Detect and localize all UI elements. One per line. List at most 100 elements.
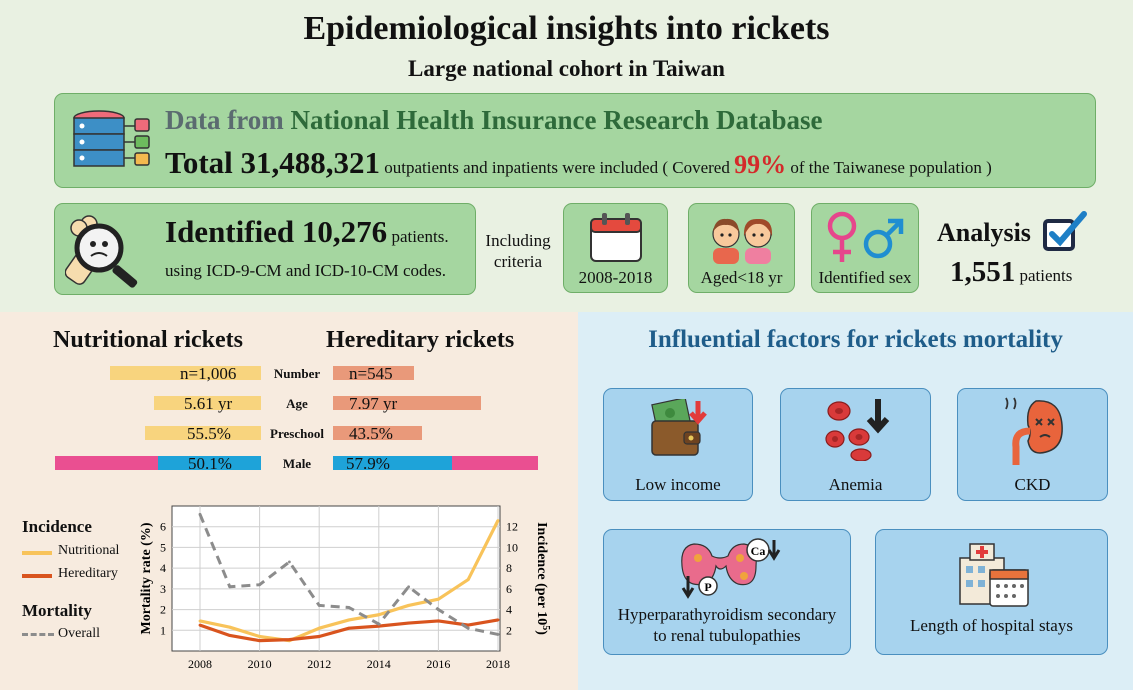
factor-hyperparathyroidism-label: Hyperparathyroidism secondary to renal t… [604,604,850,646]
criteria-age: Aged<18 yr [700,268,783,287]
legend-hereditary: Hereditary [58,566,118,581]
identified-count: Identified 10,276 [165,214,388,249]
legend-overall-swatch [22,633,54,636]
data-point-hereditary [496,618,500,622]
parathyroid-icon: Ca P [681,538,781,599]
hereditary-male-bar [333,456,538,470]
y-left-tick-label: 1 [160,623,166,637]
blood-cells-icon [825,399,890,461]
children-icon [712,218,773,264]
identified-box: Identified 10,276 patients. using ICD-9-… [54,203,476,295]
data-point-overall [198,512,202,516]
legend-nutritional-swatch [22,551,52,555]
criteria-years: 2008-2018 [578,268,653,287]
x-tick-label: 2012 [307,657,331,671]
row-label-age: Age [286,396,308,411]
data-point-overall [496,633,500,636]
factor-ckd-label: CKD [1014,475,1051,494]
data-point-overall [466,626,470,630]
phosphate-symbol: P [704,580,711,594]
legend-nutritional: Nutritional [58,543,120,558]
page-title: Epidemiological insights into rickets [303,10,830,47]
data-point-hereditary [407,621,410,625]
hereditary-male-fill [333,456,452,470]
data-point-hereditary [198,623,202,627]
factor-hyperparathyroidism: Ca P Hyperparathyroidism secondary to re… [603,529,851,655]
kidney-icon [1005,397,1063,465]
row-label-male: Male [282,456,312,471]
data-point-hereditary [347,626,351,630]
data-point-nutritional [437,597,440,601]
hereditary-preschool-bar [333,426,422,440]
nutritional-preschool: 55.5% [187,424,231,443]
y-right-axis-label: Incidence (per 105) [534,522,552,635]
identified-heading: Identified 10,276 patients. [165,214,449,250]
y-left-axis-label: Mortality rate (%) [139,522,154,634]
data-point-hereditary [258,639,261,643]
x-tick-label: 2018 [486,657,510,671]
y-left-tick-label: 6 [160,520,166,534]
factor-anemia: Anemia [780,388,931,501]
wallet-icon [651,399,707,456]
checkbox-icon [1043,211,1087,251]
data-point-hereditary [377,624,381,628]
factor-low-income: Low income [603,388,753,501]
analysis-title: Analysis [937,218,1031,247]
data-point-overall [317,604,321,607]
database-box: Data from National Health Insurance Rese… [54,93,1096,188]
nutritional-number-bar [110,366,261,380]
nutritional-age: 5.61 yr [184,394,233,413]
data-point-hereditary [228,634,232,637]
nutritional-male-bar [55,456,261,470]
coverage-percent: 99% [734,150,787,179]
plot-area [171,505,501,652]
hereditary-male: 57.9% [346,454,390,473]
y-right-tick-label: 4 [506,603,512,617]
database-heading: Data from National Health Insurance Rese… [165,105,822,136]
nutritional-age-bar [154,396,261,410]
database-total: Total 31,488,321 outpatients and inpatie… [165,145,992,181]
nutritional-male-fill [157,456,261,470]
analysis-unit: patients [1015,266,1073,285]
y-left-tick-label: 3 [160,582,166,596]
factor-hospital-stay: Length of hospital stays [875,529,1108,655]
criteria-years-box: 2008-2018 [563,203,668,293]
data-point-hereditary [317,635,321,638]
x-tick-label: 2014 [367,657,391,671]
data-point-hereditary [288,638,291,642]
total-count: Total 31,488,321 [165,145,381,180]
legend-overall: Overall [58,626,100,641]
data-point-hereditary [466,623,470,627]
identified-codes: using ICD-9-CM and ICD-10-CM codes. [165,261,446,280]
nutritional-male: 50.1% [188,454,232,473]
hereditary-age-bar [333,396,481,410]
y-right-tick-label: 6 [506,582,512,596]
calcium-symbol: Ca [751,544,766,558]
y-left-tick-label: 2 [160,603,166,617]
data-point-overall [288,560,291,564]
x-tick-label: 2016 [426,657,450,671]
data-point-nutritional [258,635,261,638]
page-subtitle: Large national cohort in Taiwan [408,56,725,81]
hereditary-title: Hereditary rickets [326,327,515,353]
data-point-nutritional [347,618,351,622]
data-point-overall [258,583,261,587]
x-tick-label: 2008 [188,657,212,671]
y-right-tick-label: 2 [506,623,512,637]
row-label-preschool: Preschool [270,426,324,441]
identified-unit: patients. [387,227,449,246]
criteria-label-line1: Including [485,231,551,250]
total-desc-1: outpatients and inpatients were included… [380,158,735,177]
database-icon [73,110,150,167]
factor-low-income-label: Low income [635,475,721,494]
factor-hospital-stay-label: Length of hospital stays [910,616,1073,635]
magnifier-bone-icon [65,215,138,288]
criteria-label-line2: criteria [493,252,543,271]
factor-anemia-label: Anemia [828,475,883,494]
data-point-nutritional [466,578,470,581]
total-desc-2: of the Taiwanese population ) [786,158,992,177]
legend-incidence-title: Incidence [22,517,92,536]
analysis-count-line: 1,551 patients [950,256,1072,289]
criteria-sex: Identified sex [818,268,912,287]
